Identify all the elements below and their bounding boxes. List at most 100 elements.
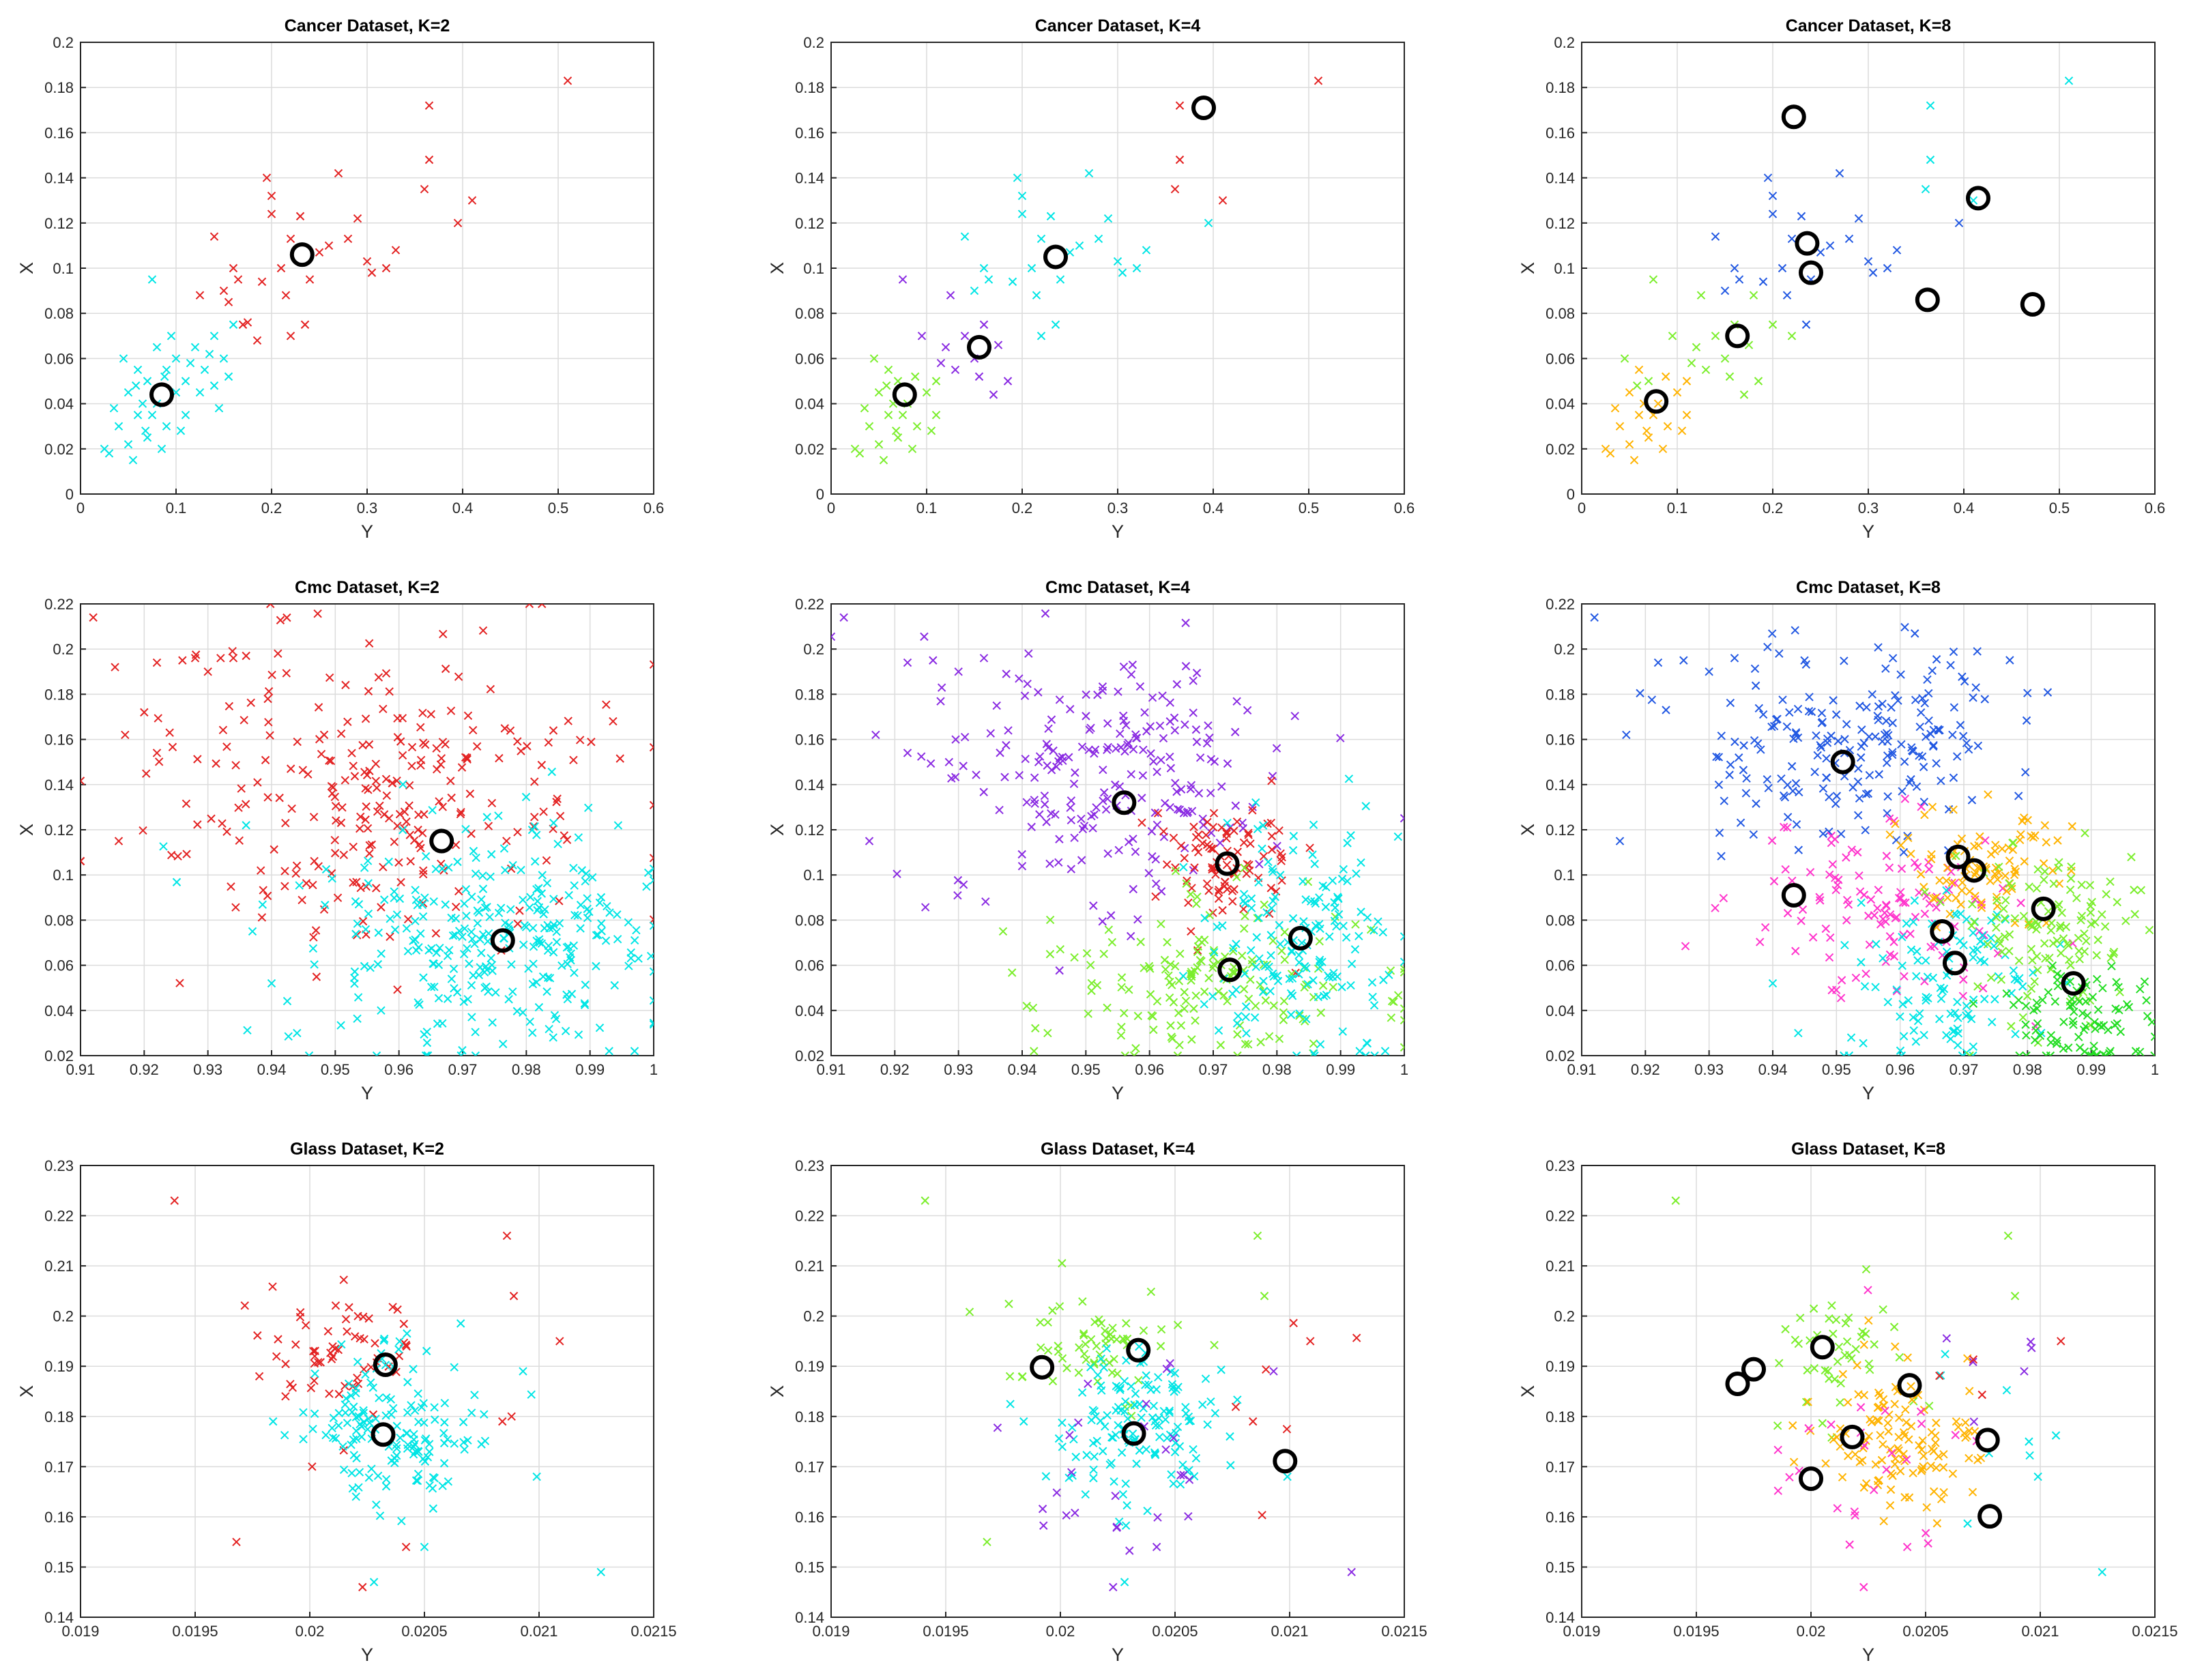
data-point xyxy=(1179,1471,1188,1479)
data-point xyxy=(311,926,321,935)
y-tick-label: 0.2 xyxy=(1554,641,1575,658)
data-point xyxy=(1260,900,1269,910)
data-point xyxy=(168,742,177,751)
plot-area xyxy=(1581,1165,2156,1618)
data-point xyxy=(1004,1299,1013,1308)
data-point xyxy=(1002,740,1011,750)
data-point xyxy=(1258,1511,1266,1520)
data-point xyxy=(238,320,248,329)
data-point xyxy=(1930,1487,1939,1496)
data-point xyxy=(947,774,956,783)
y-tick-label: 0.02 xyxy=(795,1047,824,1065)
data-point xyxy=(974,372,984,381)
data-point xyxy=(423,1453,433,1462)
data-point xyxy=(1937,1494,1946,1504)
y-tick-label: 0.16 xyxy=(44,124,74,141)
data-point xyxy=(1343,877,1352,886)
data-point xyxy=(398,751,407,760)
data-point xyxy=(445,946,454,955)
data-point xyxy=(1725,770,1734,779)
data-point xyxy=(1148,852,1157,861)
data-point xyxy=(281,1359,290,1369)
data-point xyxy=(2014,792,2023,800)
data-point xyxy=(1154,1373,1163,1382)
data-point xyxy=(1775,649,1784,658)
data-point xyxy=(1374,917,1382,926)
data-point xyxy=(1206,755,1216,764)
data-point xyxy=(1306,897,1316,906)
plot-border xyxy=(1581,603,2156,1056)
data-point xyxy=(643,868,653,878)
data-point xyxy=(1288,974,1297,983)
data-point xyxy=(2143,1011,2152,1021)
data-point xyxy=(1900,972,1909,981)
data-point xyxy=(992,701,1001,710)
data-point xyxy=(1079,1349,1089,1359)
data-point xyxy=(411,886,420,895)
data-point xyxy=(581,869,591,878)
data-point xyxy=(1260,961,1270,970)
data-point xyxy=(381,669,391,678)
data-point xyxy=(2037,1028,2046,1037)
data-point xyxy=(1948,730,1957,740)
data-point xyxy=(1891,820,1900,828)
data-point xyxy=(2051,1431,2061,1440)
data-point xyxy=(1931,1431,1940,1440)
data-point xyxy=(1140,708,1149,717)
data-point xyxy=(1321,902,1331,912)
data-point xyxy=(1275,940,1285,948)
data-point xyxy=(1885,950,1895,959)
centroid-marker xyxy=(1126,1337,1151,1363)
data-point xyxy=(1809,1304,1818,1313)
data-point xyxy=(1241,1002,1251,1011)
data-point xyxy=(2065,885,2075,895)
data-point xyxy=(1380,1047,1390,1056)
data-point xyxy=(463,995,472,1004)
data-point xyxy=(364,879,373,888)
data-point xyxy=(1279,996,1289,1006)
y-tick-label: 0.14 xyxy=(795,1609,824,1626)
data-point xyxy=(1973,982,1982,991)
data-point xyxy=(1155,1414,1163,1423)
data-point xyxy=(1671,1196,1680,1205)
data-point xyxy=(1132,263,1142,273)
data-point xyxy=(2042,838,2050,847)
data-point xyxy=(1038,1505,1047,1514)
data-point xyxy=(1309,820,1318,829)
data-point xyxy=(1920,909,1930,918)
data-point xyxy=(2003,1231,2013,1241)
data-point xyxy=(133,410,143,420)
data-point xyxy=(1195,753,1205,762)
data-point xyxy=(460,899,469,908)
centroid-marker xyxy=(1217,957,1243,983)
data-point xyxy=(361,815,370,824)
data-point xyxy=(452,902,461,912)
data-point xyxy=(1155,1432,1164,1442)
data-point xyxy=(1879,1395,1888,1404)
data-point xyxy=(1165,698,1174,707)
data-point xyxy=(456,808,465,817)
data-point xyxy=(1082,1451,1091,1460)
data-point xyxy=(2028,956,2037,965)
data-point xyxy=(349,1435,358,1445)
data-point xyxy=(438,1481,447,1490)
data-point xyxy=(1231,801,1240,810)
data-point xyxy=(1881,900,1891,910)
data-point xyxy=(1917,1419,1926,1428)
data-point xyxy=(2048,961,2057,970)
data-point xyxy=(1079,1331,1088,1339)
data-point xyxy=(1046,212,1056,221)
data-point xyxy=(569,863,578,873)
y-tick-label: 0.08 xyxy=(795,912,824,929)
data-point xyxy=(1149,757,1158,766)
data-point xyxy=(328,874,336,883)
y-tick-label: 0.12 xyxy=(795,822,824,839)
data-point xyxy=(1888,654,1898,663)
data-point xyxy=(2026,1337,2035,1346)
data-point xyxy=(1993,875,2002,884)
data-point xyxy=(431,1415,439,1424)
data-point xyxy=(1208,865,1217,874)
y-tick-label: 0.21 xyxy=(1546,1258,1575,1275)
data-point xyxy=(630,1047,639,1056)
data-point xyxy=(989,390,998,399)
